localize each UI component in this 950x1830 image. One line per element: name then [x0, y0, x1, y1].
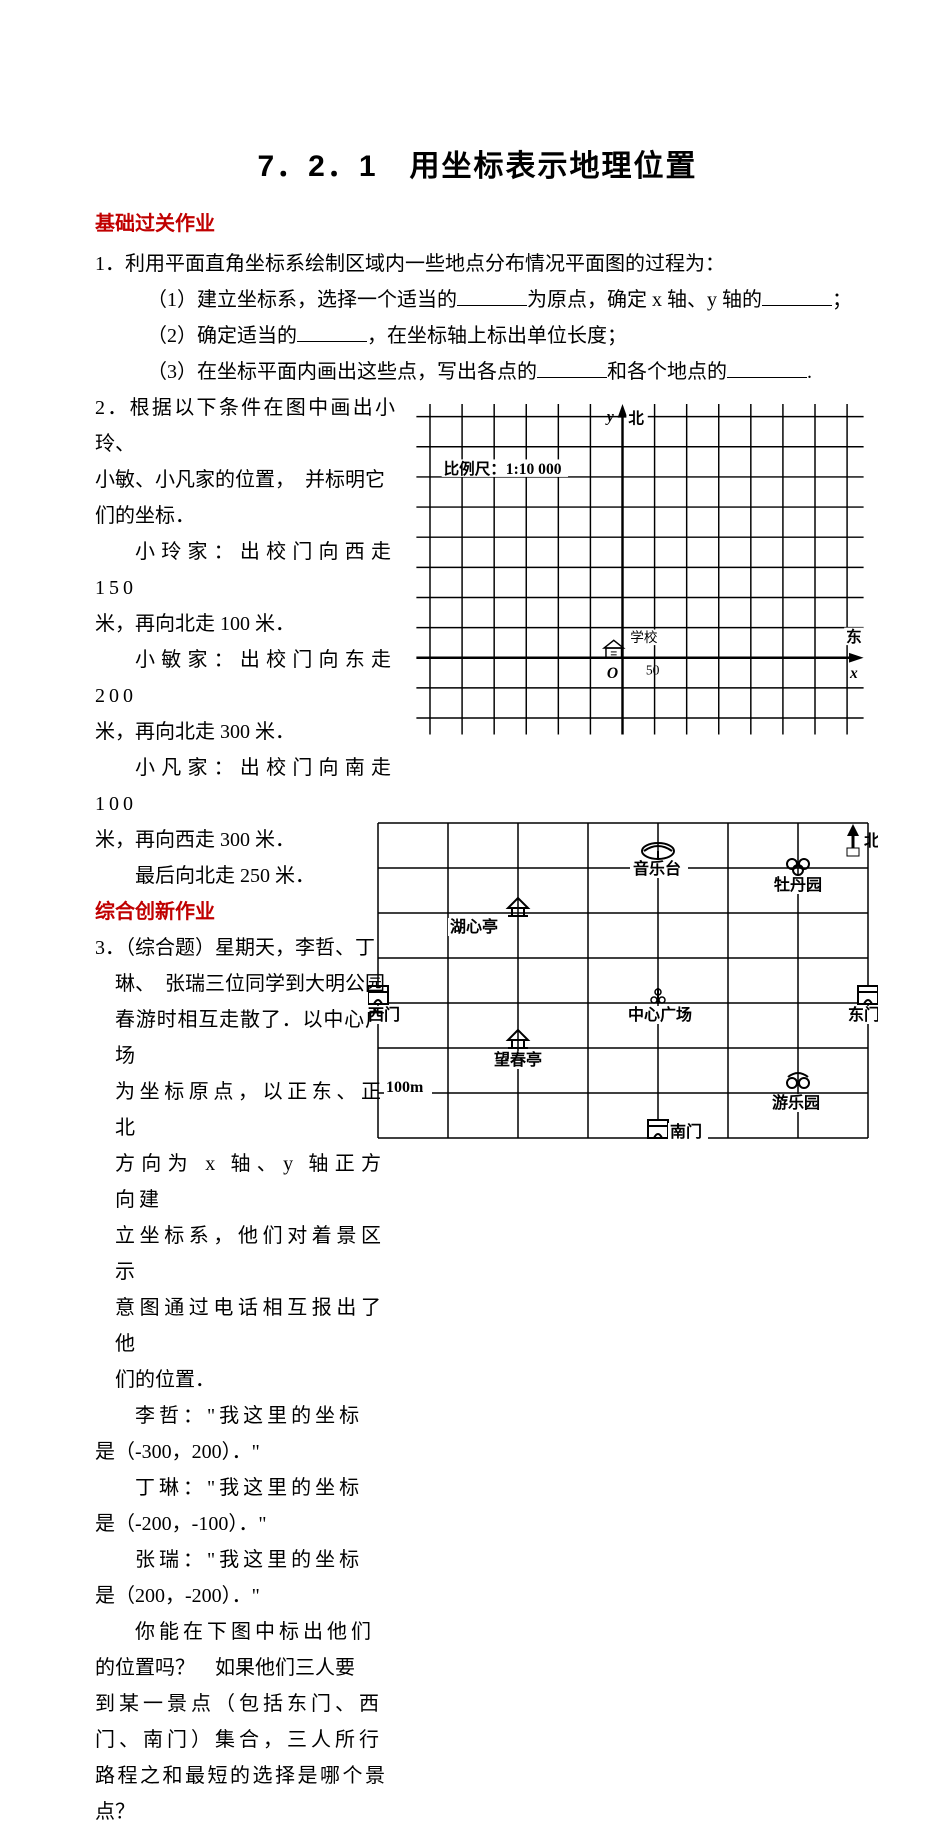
q1-s3b: 和各个地点的: [607, 361, 727, 383]
q3-l10: 是（-300，200）．": [95, 1434, 385, 1470]
q1-s1a: （1）建立坐标系，选择一个适当的: [147, 289, 457, 311]
blank: [762, 286, 832, 306]
q1-sub2: （2）确定适当的 ，在坐标轴上标出单位长度；: [95, 318, 860, 354]
q1-s3c: .: [807, 361, 812, 383]
q3-l12: 是（-200，-100）．": [95, 1506, 385, 1542]
q2-l8: 小凡家：出校门向南走 100: [95, 750, 395, 822]
q1-s3a: （3）在坐标平面内画出这些点，写出各点的: [147, 361, 537, 383]
blank: [727, 358, 807, 378]
q3-l6: 立坐标系，他们对着景区示: [95, 1218, 385, 1290]
q3-l5: 方向为 x 轴、y 轴正方向建: [95, 1146, 385, 1218]
q3-l8: 们的位置．: [95, 1362, 385, 1398]
q3-l11: 丁琳："我这里的坐标: [95, 1470, 385, 1506]
q1-s1c: ；: [832, 289, 852, 311]
q1-s2b: ，在坐标轴上标出单位长度；: [367, 325, 627, 347]
q3-l18: 门、南门）集合，三人所行: [95, 1722, 385, 1758]
question-2: 2．根据以下条件在图中画出小玲、 小敏、小凡家的位置， 并标明它 们的坐标． 小…: [95, 390, 395, 894]
q3-l16: 的位置吗？ 如果他们三人要: [95, 1650, 385, 1686]
q3-l13: 张瑞："我这里的坐标: [95, 1542, 385, 1578]
q1-sub1: （1）建立坐标系，选择一个适当的 为原点，确定 x 轴、y 轴的 ；: [95, 282, 860, 318]
q2-l6: 小敏家：出校门向东走 200: [95, 642, 395, 714]
q1-s1b: 为原点，确定 x 轴、y 轴的: [527, 289, 762, 311]
q2-l1: 2．根据以下条件在图中画出小玲、: [95, 390, 395, 462]
q3-l9: 李哲："我这里的坐标: [95, 1398, 385, 1434]
blank: [537, 358, 607, 378]
question-3: 3．（综合题）星期天，李哲、丁 琳、 张瑞三位同学到大明公园 春游时相互走散了．…: [95, 930, 385, 1830]
q2-l10: 最后向北走 250 米．: [95, 858, 395, 894]
q3-l14: 是（200，-200）．": [95, 1578, 385, 1614]
q3-l19: 路程之和最短的选择是哪个景点？: [95, 1758, 385, 1830]
section-advanced-header: 综合创新作业: [95, 894, 860, 930]
north-text: 北: [864, 832, 878, 850]
q1-head: 1．利用平面直角坐标系绘制区域内一些地点分布情况平面图的过程为：: [95, 246, 860, 282]
q2-l2: 小敏、小凡家的位置， 并标明它: [95, 462, 395, 498]
blank: [297, 322, 367, 342]
q3-l7: 意图通过电话相互报出了他: [95, 1290, 385, 1362]
blank: [457, 286, 527, 306]
page-title: 7．2．1 用坐标表示地理位置: [95, 140, 860, 194]
q3-l17: 到某一景点（包括东门、西: [95, 1686, 385, 1722]
east-gate-icon: [858, 986, 878, 1004]
q2-l4: 小玲家：出校门向西走 150: [95, 534, 395, 606]
q2-l3: 们的坐标．: [95, 498, 395, 534]
q3-l2: 琳、 张瑞三位同学到大明公园: [95, 966, 385, 1002]
q2-l5: 米，再向北走 100 米．: [95, 606, 395, 642]
left-column: 基础过关作业 1．利用平面直角坐标系绘制区域内一些地点分布情况平面图的过程为： …: [95, 206, 860, 1830]
section-basic-header: 基础过关作业: [95, 206, 860, 242]
q3-l15: 你能在下图中标出他们: [95, 1614, 385, 1650]
q3-l1: 3．（综合题）星期天，李哲、丁: [95, 930, 385, 966]
q2-l9: 米，再向西走 300 米．: [95, 822, 395, 858]
question-1: 1．利用平面直角坐标系绘制区域内一些地点分布情况平面图的过程为： （1）建立坐标…: [95, 246, 860, 390]
q1-s2a: （2）确定适当的: [147, 325, 297, 347]
q1-sub3: （3）在坐标平面内画出这些点，写出各点的 和各个地点的.: [95, 354, 860, 390]
content: 基础过关作业 1．利用平面直角坐标系绘制区域内一些地点分布情况平面图的过程为： …: [95, 206, 860, 1830]
q3-l4: 为坐标原点，以正东、正北: [95, 1074, 385, 1146]
q3-l3: 春游时相互走散了．以中心广场: [95, 1002, 385, 1074]
q2-l7: 米，再向北走 300 米．: [95, 714, 395, 750]
